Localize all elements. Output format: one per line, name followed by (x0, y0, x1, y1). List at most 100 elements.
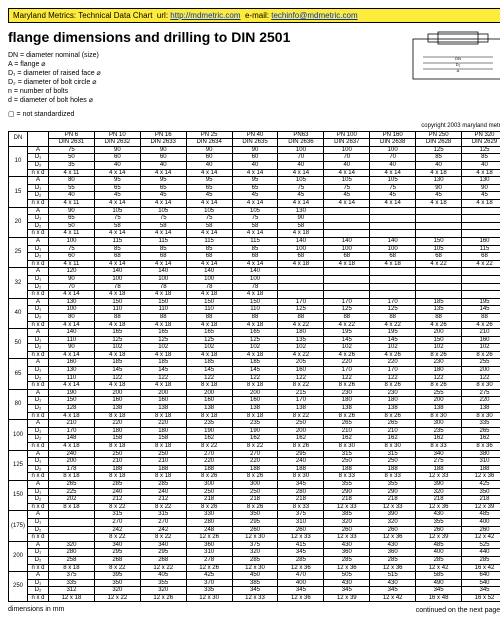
value-cell: 4 x 22 (370, 321, 416, 329)
value-cell: 290 (324, 488, 370, 496)
sublabel: D₂ (28, 405, 49, 413)
table-row: D₂110122122122122122122122122122 (9, 374, 500, 382)
sublabel: D₂ (28, 253, 49, 261)
value-cell: 230 (324, 389, 370, 397)
pn-header: PN 25 (186, 131, 232, 139)
pn-header: PN 6 (49, 131, 95, 139)
sublabel: D₂ (28, 465, 49, 473)
value-cell: 162 (186, 435, 232, 443)
value-cell: 40 (94, 162, 140, 170)
value-cell (416, 215, 462, 223)
value-cell: 128 (49, 405, 95, 413)
value-cell: 355 (416, 518, 462, 526)
value-cell: 8 x 18 (140, 412, 186, 420)
value-cell (324, 215, 370, 223)
value-cell: 4 x 11 (49, 260, 95, 268)
value-cell: 270 (140, 518, 186, 526)
value-cell: 202 (49, 496, 95, 504)
value-cell: 430 (324, 579, 370, 587)
value-cell: 65 (232, 184, 278, 192)
value-cell: 310 (462, 458, 500, 466)
table-row: 200A320340340360375415430430485525 (9, 541, 500, 549)
value-cell (462, 268, 500, 276)
value-cell: 4 x 18 (94, 291, 140, 299)
din-header: DIN 2636 (278, 139, 324, 147)
value-cell: 4 x 11 (49, 230, 95, 238)
value-cell: 68 (462, 253, 500, 261)
sublabel: A (28, 480, 49, 488)
value-cell: 8 x 26 (278, 443, 324, 451)
value-cell: 8 x 30 (324, 443, 370, 451)
din-header: DIN 2631 (49, 139, 95, 147)
value-cell: 4 x 14 (278, 169, 324, 177)
value-cell: 120 (49, 268, 95, 276)
value-cell: 45 (232, 192, 278, 200)
value-cell: 4 x 22 (462, 260, 500, 268)
value-cell: 345 (462, 587, 500, 595)
value-cell: 8 x 33 (278, 503, 324, 511)
value-cell: 268 (94, 556, 140, 564)
value-cell: 90 (49, 275, 95, 283)
value-cell: 250 (232, 488, 278, 496)
value-cell: 8 x 26 (416, 351, 462, 359)
value-cell: 12 x 33 (324, 534, 370, 542)
value-cell: 260 (462, 526, 500, 534)
value-cell: 218 (232, 496, 278, 504)
value-cell: 295 (232, 518, 278, 526)
value-cell: 78 (232, 283, 278, 291)
value-cell: 300 (186, 480, 232, 488)
value-cell: 90 (94, 146, 140, 154)
value-cell: 180 (94, 427, 140, 435)
value-cell: 8 x 18 (232, 412, 278, 420)
value-cell: 265 (462, 427, 500, 435)
url-link[interactable]: http://mdmetric.com (170, 11, 240, 20)
table-row: D₁7585858585100100100105115 (9, 245, 500, 253)
value-cell: 188 (94, 465, 140, 473)
table-row: D₁90100100100100 (9, 275, 500, 283)
value-cell: 180 (370, 397, 416, 405)
value-cell: 4 x 14 (186, 230, 232, 238)
value-cell: 138 (462, 405, 500, 413)
value-cell: 4 x 18 (416, 169, 462, 177)
email-link[interactable]: techinfo@mdmetric.com (271, 11, 357, 20)
value-cell: 4 x 14 (232, 169, 278, 177)
value-cell: 218 (278, 496, 324, 504)
value-cell: 330 (186, 511, 232, 519)
table-row: D₂90102102102102102102102102102 (9, 344, 500, 352)
table-row: D₂202212212218218218218218218218 (9, 496, 500, 504)
value-cell (416, 268, 462, 276)
value-cell: 138 (278, 405, 324, 413)
value-cell: 8 x 26 (324, 412, 370, 420)
value-cell: 80 (49, 177, 95, 185)
value-cell (370, 275, 416, 283)
value-cell: 70 (49, 283, 95, 291)
value-cell: 8 x 18 (140, 443, 186, 451)
value-cell: 320 (416, 488, 462, 496)
value-cell: 138 (140, 405, 186, 413)
value-cell: 150 (140, 298, 186, 306)
value-cell: 315 (140, 511, 186, 519)
value-cell: 260 (416, 526, 462, 534)
value-cell (416, 291, 462, 299)
value-cell: 4 x 14 (370, 169, 416, 177)
sublabel: A (28, 146, 49, 154)
value-cell: 220 (140, 420, 186, 428)
value-cell: 130 (462, 177, 500, 185)
value-cell: 275 (416, 458, 462, 466)
value-cell: 540 (462, 579, 500, 587)
value-cell: 210 (94, 458, 140, 466)
value-cell: 165 (94, 329, 140, 337)
value-cell: 315 (324, 450, 370, 458)
value-cell: 12 x 22 (140, 564, 186, 572)
value-cell: 212 (140, 496, 186, 504)
value-cell: 355 (140, 579, 186, 587)
value-cell: 138 (186, 405, 232, 413)
sublabel: D₁ (28, 458, 49, 466)
value-cell: 95 (140, 177, 186, 185)
value-cell: 220 (370, 359, 416, 367)
value-cell: 255 (462, 359, 500, 367)
value-cell: 122 (462, 374, 500, 382)
sublabel: D₂ (28, 344, 49, 352)
value-cell: 340 (94, 541, 140, 549)
value-cell: 320 (324, 518, 370, 526)
